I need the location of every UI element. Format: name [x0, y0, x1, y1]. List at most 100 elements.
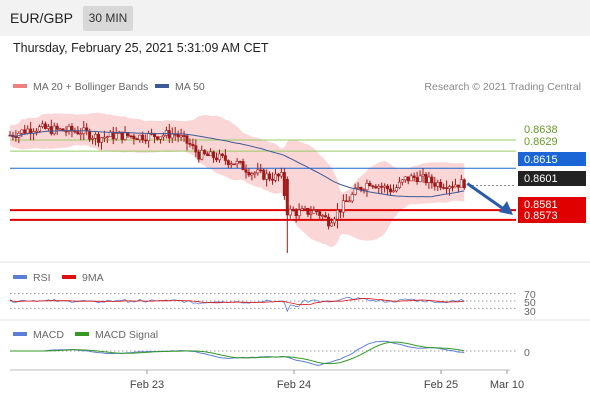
candle-body — [232, 163, 236, 166]
candle-body — [400, 179, 404, 183]
candle-body — [303, 208, 307, 210]
candle-body — [35, 130, 39, 133]
legend-swatch-ma20 — [13, 84, 27, 88]
candle-body — [394, 187, 398, 192]
candle-body — [129, 135, 133, 138]
price-plot — [8, 112, 516, 254]
level-tag-0.8601 — [518, 171, 586, 186]
candle-body — [26, 128, 30, 134]
candle-body — [99, 137, 103, 143]
candle-body — [409, 175, 413, 182]
candle-body — [406, 176, 410, 182]
candle-body — [347, 200, 351, 203]
candle-body — [415, 177, 419, 182]
candle-body — [312, 210, 316, 214]
candle-body — [58, 128, 62, 131]
candle-body — [29, 128, 33, 134]
candle-body — [297, 209, 301, 217]
candle-body — [170, 133, 174, 139]
candle-body — [386, 185, 390, 190]
legend-label-ma50: MA 50 — [175, 81, 205, 93]
candle-body — [271, 178, 275, 181]
candle-body — [456, 184, 460, 188]
candle-body — [164, 130, 168, 136]
x-tick-label: Feb 25 — [424, 379, 458, 391]
candle-body — [397, 181, 401, 188]
candle-body — [309, 212, 313, 215]
x-tick-label: Mar 10 — [490, 379, 524, 391]
macd-plot — [10, 340, 516, 366]
candle-body — [421, 174, 425, 177]
candle-body — [238, 161, 242, 163]
candle-body — [262, 169, 266, 180]
candle-body — [235, 161, 239, 165]
candle-body — [448, 186, 452, 190]
candle-body — [356, 187, 360, 189]
candle-body — [450, 186, 454, 188]
candle-body — [259, 169, 263, 172]
candle-body — [341, 200, 345, 213]
candle-body — [315, 210, 319, 212]
level-tag-0.8615 — [518, 152, 586, 166]
candle-body — [43, 123, 47, 129]
rsi-9ma-line — [9, 298, 465, 306]
level-label-0.8573: 0.8573 — [524, 210, 558, 222]
candle-body — [191, 144, 195, 147]
legend-label-macd: MACD — [33, 329, 64, 341]
candle-body — [318, 211, 322, 216]
candle-body — [156, 136, 160, 140]
candle-body — [20, 129, 24, 134]
candle-body — [265, 173, 269, 180]
candle-body — [167, 130, 171, 139]
candle-body — [111, 131, 115, 140]
legend-label-9ma: 9MA — [82, 272, 104, 284]
legend-label-rsi: RSI — [33, 272, 51, 284]
candle-body — [256, 169, 260, 174]
candle-body — [291, 208, 295, 212]
candle-body — [276, 173, 280, 177]
candle-body — [389, 188, 393, 193]
candle-body — [97, 133, 101, 143]
level-label-0.8601: 0.8601 — [524, 173, 558, 185]
candle-body — [439, 182, 443, 188]
candle-body — [141, 134, 145, 141]
candle-body — [176, 133, 180, 138]
candle-body — [161, 135, 165, 138]
candle-body — [424, 174, 428, 183]
candle-body — [380, 186, 384, 188]
candle-body — [383, 185, 387, 188]
candle-body — [433, 182, 437, 187]
legend-swatch-macd-signal — [75, 332, 89, 336]
candle-body — [279, 172, 283, 177]
candle-body — [52, 125, 56, 135]
candle-body — [203, 150, 207, 155]
candle-body — [179, 135, 183, 138]
candle-body — [147, 133, 151, 142]
x-tick-label: Feb 24 — [277, 379, 311, 391]
copyright: Research © 2021 Trading Central — [424, 81, 581, 93]
timeframe-button[interactable]: 30 MIN — [83, 6, 133, 31]
rsi-level-50: 50 — [524, 297, 536, 309]
candle-body — [324, 215, 328, 218]
candle-body — [330, 222, 334, 227]
candle-body — [253, 172, 257, 175]
candle-body — [200, 150, 204, 160]
candle-body — [436, 182, 440, 187]
candle-body — [188, 143, 192, 145]
candle-body — [37, 126, 41, 132]
candle-body — [94, 133, 98, 139]
candle-body — [197, 151, 201, 160]
candle-body — [132, 135, 136, 139]
candle-body — [158, 136, 162, 140]
candle-body — [374, 186, 378, 189]
candle-body — [462, 179, 466, 189]
candle-body — [453, 184, 457, 188]
forecast-arrow-head — [499, 201, 513, 215]
candle-body — [285, 179, 289, 216]
legend-swatch-rsi — [13, 275, 27, 279]
candle-body — [268, 173, 272, 180]
candle-body — [365, 183, 369, 191]
timestamp: Thursday, February 25, 2021 5:31:09 AM C… — [13, 41, 269, 55]
candle-body — [391, 190, 395, 193]
